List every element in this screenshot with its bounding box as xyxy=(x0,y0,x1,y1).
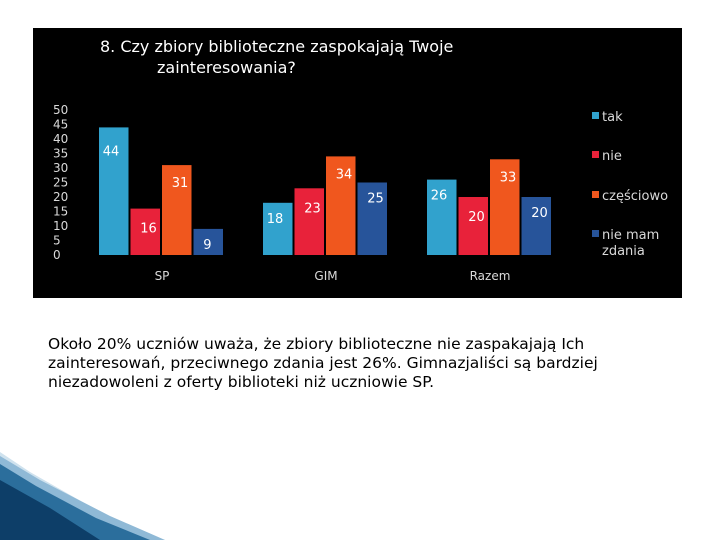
chart-title-line: zainteresowania? xyxy=(157,58,296,77)
data-label: 26 xyxy=(431,189,448,204)
bar xyxy=(326,156,356,255)
y-tick-label: 0 xyxy=(53,248,61,262)
x-axis: SP GIM Razem xyxy=(155,269,511,283)
legend-swatch xyxy=(592,151,599,158)
y-tick-label: 35 xyxy=(53,147,68,161)
data-label: 9 xyxy=(203,238,211,253)
data-label: 25 xyxy=(367,192,384,207)
bar xyxy=(294,188,324,255)
chart-panel: 8. Czy zbiory biblioteczne zaspokajają T… xyxy=(33,28,682,298)
legend-label: nie xyxy=(602,149,622,164)
caption-text: Około 20% uczniów uważa, że zbiory bibli… xyxy=(48,335,598,391)
legend-label: tak xyxy=(602,110,623,125)
bar xyxy=(357,182,387,255)
data-label: 20 xyxy=(468,210,485,225)
bar xyxy=(263,202,293,255)
data-label: 20 xyxy=(531,206,548,221)
x-category-label: GIM xyxy=(314,269,337,283)
bar xyxy=(458,197,488,255)
legend-label: zdania xyxy=(602,244,645,259)
bar xyxy=(521,197,551,255)
x-category-label: Razem xyxy=(470,269,511,283)
bar xyxy=(427,179,457,255)
data-label: 16 xyxy=(140,222,157,237)
bar xyxy=(130,208,160,255)
y-tick-label: 45 xyxy=(53,118,68,132)
y-tick-label: 10 xyxy=(53,219,68,233)
chart-title-line: 8. Czy zbiory biblioteczne zaspokajają T… xyxy=(100,37,453,56)
data-labels: 44 16 31 9 18 23 34 25 26 20 33 20 xyxy=(103,144,548,253)
y-tick-label: 15 xyxy=(53,205,68,219)
bar xyxy=(193,228,223,255)
legend-label: nie mam xyxy=(602,228,659,243)
bar xyxy=(99,127,129,255)
legend-swatch xyxy=(592,230,599,237)
data-label: 18 xyxy=(267,212,284,227)
legend-swatch xyxy=(592,191,599,198)
data-label: 31 xyxy=(172,176,189,191)
y-tick-label: 50 xyxy=(53,103,68,117)
data-label: 34 xyxy=(336,167,353,182)
x-category-label: SP xyxy=(155,269,170,283)
bar xyxy=(490,159,520,255)
y-tick-label: 40 xyxy=(53,132,68,146)
y-tick-label: 5 xyxy=(53,234,61,248)
y-tick-label: 20 xyxy=(53,190,68,204)
y-tick-label: 30 xyxy=(53,161,68,175)
data-label: 33 xyxy=(500,170,517,185)
bars xyxy=(99,127,551,255)
legend-label: częściowo xyxy=(602,189,668,204)
bar-chart: 8. Czy zbiory biblioteczne zaspokajają T… xyxy=(53,37,668,283)
data-label: 23 xyxy=(304,201,321,216)
y-tick-label: 25 xyxy=(53,176,68,190)
chart-title: 8. Czy zbiory biblioteczne zaspokajają T… xyxy=(100,37,453,77)
bar xyxy=(162,165,192,255)
decorative-corner-graphic xyxy=(0,452,165,540)
legend-swatch xyxy=(592,112,599,119)
data-label: 44 xyxy=(103,144,120,159)
